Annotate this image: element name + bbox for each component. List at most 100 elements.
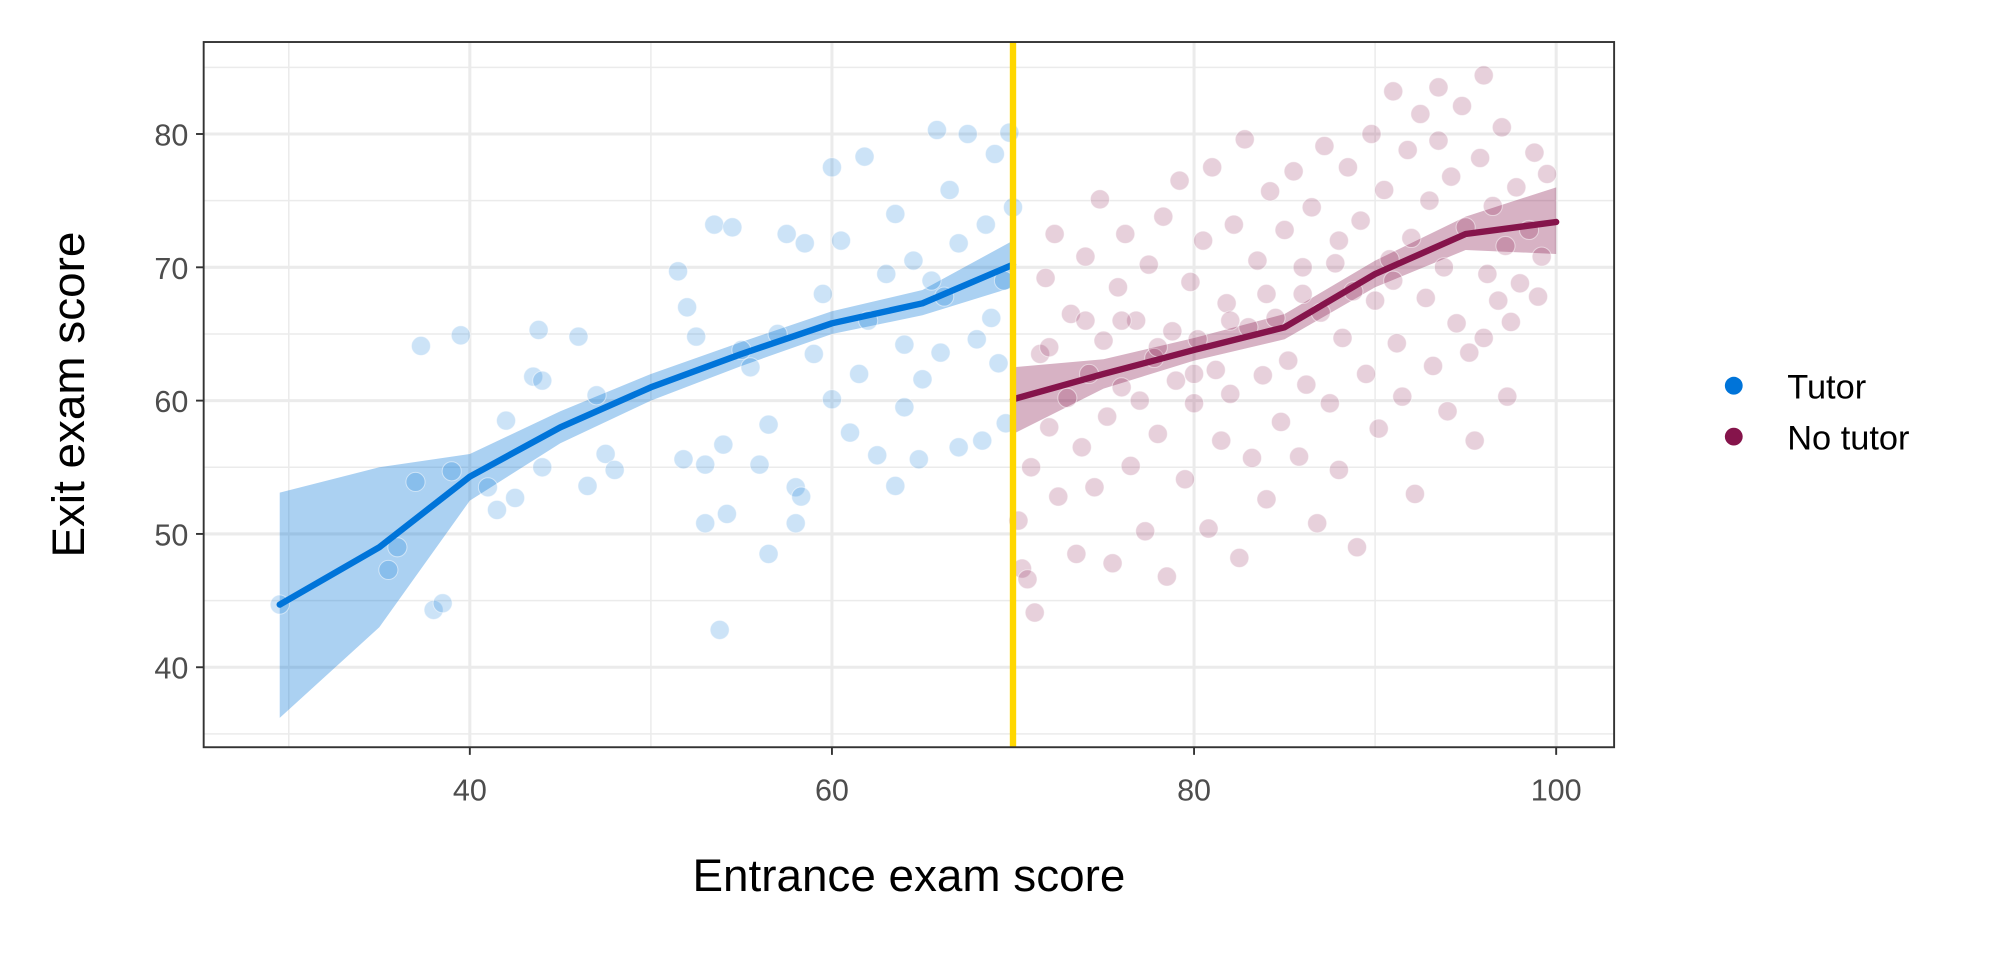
- point-tutor: [794, 233, 815, 254]
- point-no-tutor: [1350, 210, 1371, 231]
- point-no-tutor: [1135, 521, 1156, 542]
- point-tutor: [812, 283, 833, 305]
- point-no-tutor: [1506, 177, 1527, 198]
- point-no-tutor: [1537, 163, 1558, 185]
- point-tutor: [505, 487, 526, 508]
- point-no-tutor: [1147, 423, 1168, 445]
- point-no-tutor: [1528, 286, 1549, 307]
- point-no-tutor: [1184, 393, 1205, 414]
- point-tutor: [577, 475, 598, 496]
- point-no-tutor: [1220, 383, 1241, 405]
- point-no-tutor: [1165, 370, 1187, 391]
- point-no-tutor: [1289, 446, 1310, 467]
- point-tutor: [930, 342, 951, 363]
- point-tutor: [966, 329, 987, 350]
- y-tick-label: 70: [154, 252, 188, 286]
- point-tutor: [686, 326, 707, 347]
- point-tutor: [926, 119, 948, 141]
- point-tutor: [410, 335, 431, 357]
- point-tutor: [495, 410, 517, 431]
- point-no-tutor: [1097, 406, 1118, 427]
- point-no-tutor: [1075, 246, 1096, 267]
- point-no-tutor: [1397, 139, 1418, 161]
- point-tutor: [749, 454, 770, 475]
- point-tutor: [821, 157, 842, 178]
- point-no-tutor: [1229, 547, 1250, 568]
- data-points: [269, 65, 1558, 640]
- point-no-tutor: [1337, 157, 1359, 178]
- point-no-tutor: [1180, 271, 1201, 293]
- point-no-tutor: [1495, 235, 1516, 257]
- point-no-tutor: [1328, 459, 1349, 480]
- point-tutor: [722, 217, 743, 238]
- point-no-tutor: [1234, 129, 1255, 150]
- point-tutor: [948, 233, 969, 254]
- point-no-tutor: [1260, 181, 1281, 202]
- point-no-tutor: [1193, 230, 1214, 251]
- point-tutor: [830, 230, 852, 251]
- point-tutor: [387, 537, 408, 558]
- point-tutor: [912, 369, 933, 390]
- smooth-line-no-tutor: [1009, 218, 1560, 403]
- point-no-tutor: [1368, 418, 1389, 439]
- point-tutor: [849, 363, 870, 385]
- point-tutor: [988, 353, 1009, 374]
- point-tutor: [894, 334, 915, 355]
- point-no-tutor: [1301, 197, 1322, 218]
- grid: [203, 42, 1615, 748]
- point-no-tutor: [1415, 287, 1436, 309]
- point-no-tutor: [1459, 342, 1480, 363]
- point-tutor: [972, 430, 993, 451]
- point-no-tutor: [1120, 455, 1141, 476]
- point-no-tutor: [1422, 355, 1444, 377]
- point-no-tutor: [1044, 223, 1065, 245]
- point-tutor: [586, 385, 607, 406]
- smooth-lines: [276, 218, 1560, 608]
- point-tutor: [568, 326, 589, 347]
- point-tutor: [450, 325, 471, 346]
- point-tutor: [709, 619, 730, 640]
- point-no-tutor: [1292, 283, 1313, 305]
- point-no-tutor: [1153, 206, 1174, 227]
- point-no-tutor: [1057, 387, 1078, 409]
- point-tutor: [821, 389, 842, 410]
- point-tutor: [758, 543, 779, 564]
- point-no-tutor: [1017, 569, 1038, 590]
- point-no-tutor: [1147, 337, 1168, 358]
- point-no-tutor: [1162, 321, 1183, 342]
- point-no-tutor: [1437, 401, 1458, 422]
- y-tick-label: 50: [154, 518, 188, 552]
- point-no-tutor: [1401, 227, 1422, 249]
- point-no-tutor: [1252, 365, 1273, 386]
- point-tutor: [528, 319, 549, 341]
- point-no-tutor: [1470, 147, 1491, 169]
- point-tutor: [604, 459, 625, 480]
- point-no-tutor: [1278, 350, 1299, 371]
- point-no-tutor: [1126, 310, 1147, 331]
- x-axis-ticks: 40 60 80 100: [453, 747, 1582, 808]
- point-no-tutor: [1314, 135, 1335, 157]
- point-no-tutor: [1084, 477, 1105, 498]
- plot-frame: [202, 41, 1616, 749]
- point-no-tutor: [1024, 602, 1045, 623]
- x-tick-label: 80: [1177, 774, 1211, 808]
- y-axis-title: Exit exam score: [43, 232, 94, 558]
- point-tutor: [776, 223, 797, 245]
- point-no-tutor: [1428, 130, 1449, 151]
- point-tutor: [957, 123, 978, 145]
- point-tutor: [532, 457, 553, 478]
- ribbon-tutor: [279, 240, 1014, 718]
- point-no-tutor: [1256, 283, 1277, 305]
- point-no-tutor: [1093, 330, 1114, 351]
- y-tick-label: 60: [154, 385, 188, 419]
- point-no-tutor: [1473, 327, 1494, 349]
- point-no-tutor: [1220, 310, 1241, 331]
- point-tutor: [885, 203, 906, 225]
- point-tutor: [975, 214, 996, 235]
- point-no-tutor: [1446, 313, 1467, 334]
- point-tutor: [713, 434, 734, 455]
- point-no-tutor: [1156, 566, 1177, 587]
- point-tutor: [477, 477, 498, 498]
- point-no-tutor: [1441, 166, 1462, 187]
